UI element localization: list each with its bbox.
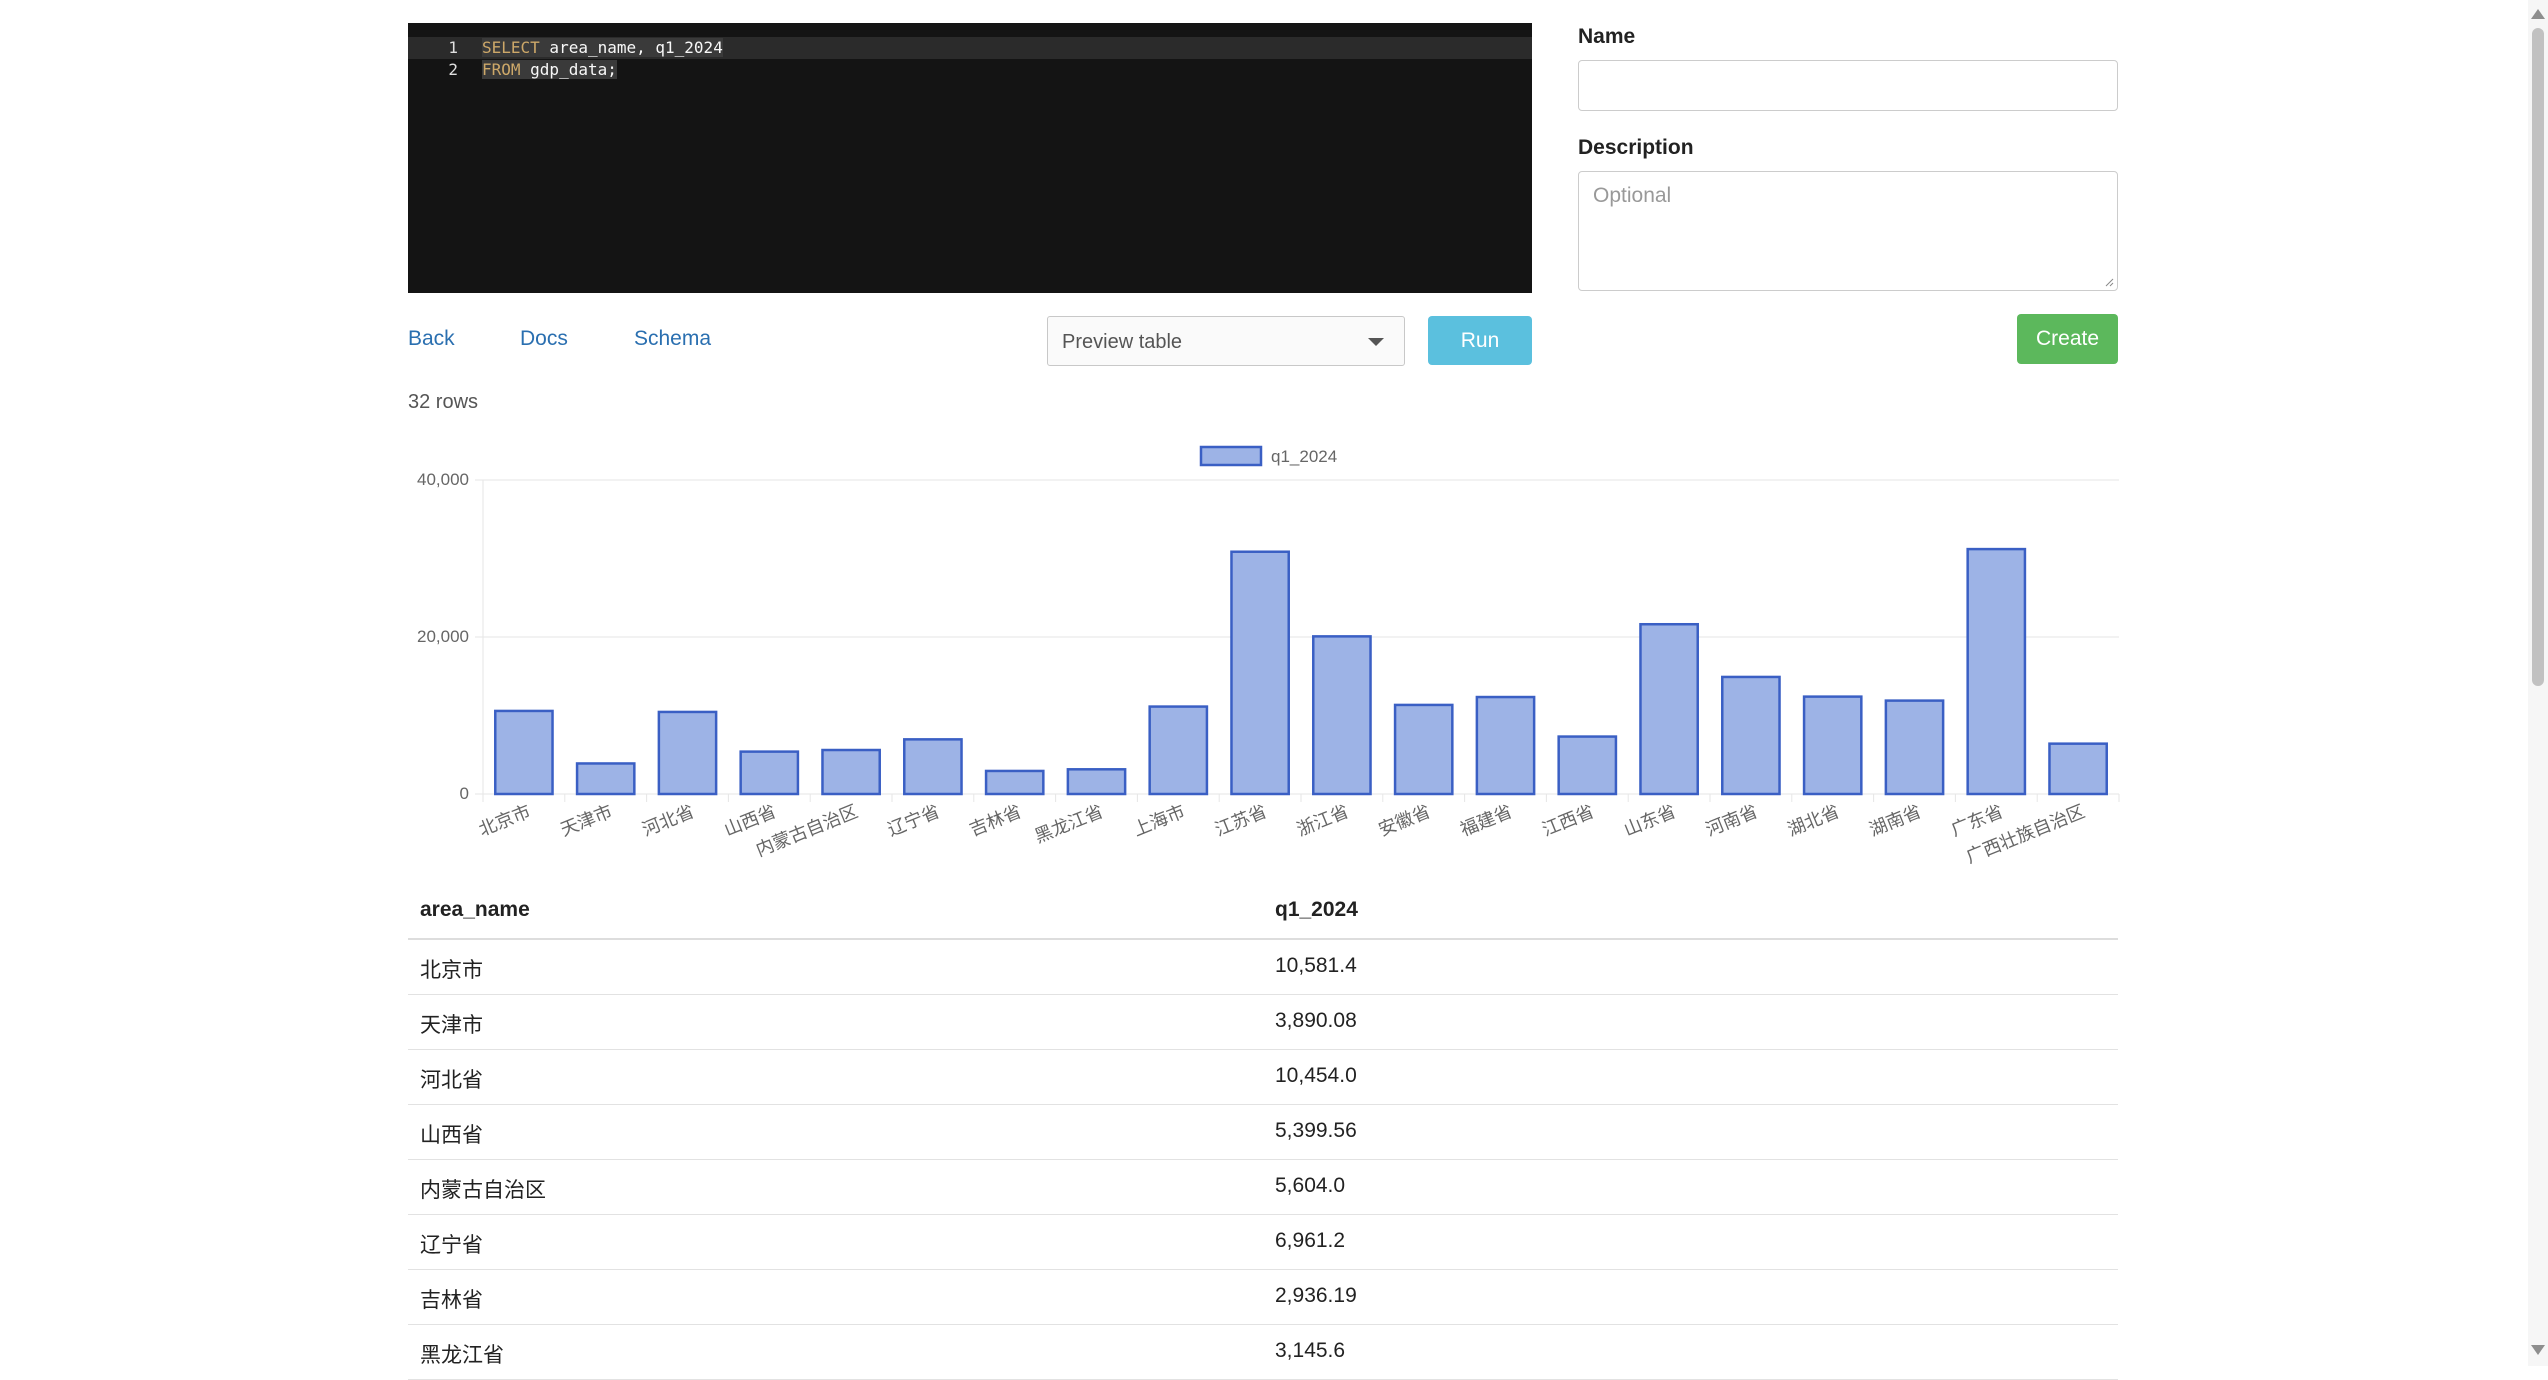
bar [657,710,718,796]
code-line-2[interactable]: 2 FROM gdp_data; [408,59,1532,81]
x-tick-label: 河南省 [1703,801,1761,841]
cell-area-name: 河北省 [420,1069,483,1092]
back-link[interactable]: Back [408,327,455,350]
code-line-1[interactable]: 1 SELECT area_name, q1_2024 [408,37,1532,59]
cell-q1-2024: 3,890.08 [1275,1009,1357,1032]
bar [1066,768,1127,796]
table-row[interactable]: 天津市 3,890.08 [408,995,2118,1050]
bar [1475,695,1536,796]
resize-grip-icon[interactable] [2104,277,2114,287]
bar [1884,699,1945,796]
sql-text: gdp_data; [520,60,617,79]
x-tick-label: 吉林省 [967,801,1025,841]
cell-q1-2024: 6,961.2 [1275,1229,1346,1252]
x-tick-label: 安徽省 [1376,801,1434,841]
line-number: 2 [448,60,458,79]
vertical-scrollbar[interactable] [2528,0,2548,1366]
bar [494,709,554,796]
bar [1148,705,1209,796]
bar [1966,547,2027,796]
cell-q1-2024: 10,581.4 [1275,954,1357,977]
x-tick-label: 辽宁省 [885,801,943,841]
cell-area-name: 黑龙江省 [420,1344,504,1367]
x-tick-label: 上海市 [1130,801,1188,841]
result-table: area_name q1_2024 北京市 10,581.4 天津市 3,890.08… [408,884,2118,1380]
table-body: 北京市 10,581.4 天津市 3,890.08 河北省 10,454.0 山西省 5,39… [408,940,2118,1380]
cell-area-name: 辽宁省 [420,1234,483,1257]
description-placeholder: Optional [1593,184,1672,207]
table-row[interactable]: 内蒙古自治区 5,604.0 [408,1160,2118,1215]
sql-text: area_name, q1_2024 [539,38,723,57]
bar [821,748,881,796]
cell-q1-2024: 10,454.0 [1275,1064,1357,1087]
bar [903,738,963,796]
bar [1639,622,1699,796]
bar [1393,703,1454,796]
column-header-area-name[interactable]: area_name [420,898,530,921]
sql-keyword: FROM [482,60,521,79]
description-textarea[interactable]: Optional [1578,171,2118,291]
x-tick-label: 浙江省 [1294,801,1352,841]
column-header-q1-2024[interactable]: q1_2024 [1275,898,1358,921]
description-label: Description [1578,136,1694,159]
cell-area-name: 吉林省 [420,1289,483,1312]
table-row[interactable]: 吉林省 2,936.19 [408,1270,2118,1325]
sql-editor[interactable]: 1 SELECT area_name, q1_2024 2 FROM gdp_d… [408,23,1532,293]
cell-q1-2024: 5,604.0 [1275,1174,1346,1197]
name-label: Name [1578,25,1636,48]
cell-q1-2024: 3,145.6 [1275,1339,1346,1362]
cell-area-name: 山西省 [420,1124,483,1147]
cell-area-name: 北京市 [420,959,483,982]
x-tick-label: 黑龙江省 [1032,801,1107,847]
bar [984,769,1045,796]
table-header: area_name q1_2024 [408,884,2118,940]
x-tick-label: 湖北省 [1785,801,1843,841]
scrollbar-thumb[interactable] [2532,28,2544,686]
preview-select[interactable]: Preview table [1047,316,1405,366]
y-tick-label: 20,000 [417,627,469,646]
table-row[interactable]: 辽宁省 6,961.2 [408,1215,2118,1270]
docs-link[interactable]: Docs [520,327,568,350]
name-input[interactable] [1578,60,2118,111]
cell-area-name: 天津市 [420,1014,483,1037]
x-tick-label: 天津市 [558,801,616,841]
table-row[interactable]: 河北省 10,454.0 [408,1050,2118,1105]
sql-keyword: SELECT [482,38,540,57]
bar [2048,742,2108,796]
scroll-down-icon[interactable] [2531,1345,2545,1355]
bar [575,762,636,796]
run-button[interactable]: Run [1428,316,1532,365]
x-tick-label: 北京市 [476,801,534,841]
x-tick-label: 河北省 [639,801,697,841]
x-tick-label: 江苏省 [1212,801,1270,841]
legend-label: q1_2024 [1271,447,1337,466]
bar [1312,635,1372,796]
table-row[interactable]: 黑龙江省 3,145.6 [408,1325,2118,1380]
x-tick-label: 山东省 [1621,801,1679,841]
bar [1802,695,1863,796]
bar [739,750,800,796]
bar [1721,675,1781,796]
bar [1557,735,1618,796]
cell-q1-2024: 5,399.56 [1275,1119,1357,1142]
cell-q1-2024: 2,936.19 [1275,1284,1357,1307]
chevron-down-icon [1368,338,1384,346]
x-tick-label: 湖南省 [1866,801,1924,841]
scroll-up-icon[interactable] [2531,9,2545,19]
line-number: 1 [448,38,458,57]
table-row[interactable]: 山西省 5,399.56 [408,1105,2118,1160]
cell-area-name: 内蒙古自治区 [420,1179,546,1202]
x-tick-label: 江西省 [1539,801,1597,841]
rows-count: 32 rows [408,391,479,413]
legend-swatch [1199,445,1263,467]
y-tick-label: 0 [460,784,469,803]
schema-link[interactable]: Schema [634,327,712,350]
preview-select-value: Preview table [1062,331,1183,353]
x-tick-label: 福建省 [1457,801,1515,841]
table-row[interactable]: 北京市 10,581.4 [408,940,2118,995]
bar [1230,550,1290,796]
create-button[interactable]: Create [2017,314,2118,364]
y-tick-label: 40,000 [417,470,469,489]
